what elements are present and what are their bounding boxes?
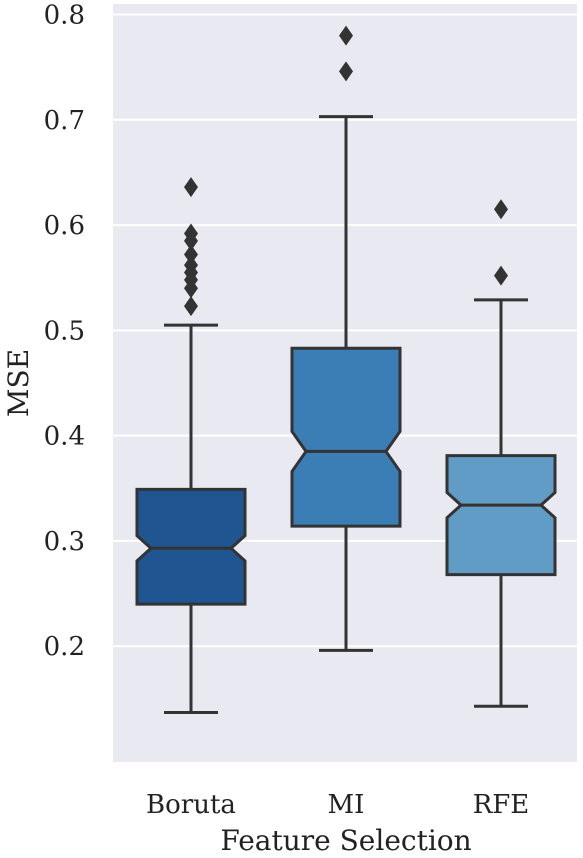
- box-body: [135, 487, 247, 606]
- outlier-point: [339, 25, 353, 46]
- x-axis-title: Feature Selection: [220, 824, 471, 857]
- box-body: [290, 346, 402, 528]
- x-tick-label: Boruta: [146, 790, 236, 820]
- box-group-mi: [290, 25, 402, 652]
- outlier-point: [494, 199, 508, 220]
- y-tick-label: 0.3: [44, 527, 85, 557]
- boxes: [135, 25, 557, 715]
- outlier-point: [339, 61, 353, 82]
- outlier-point: [184, 296, 198, 317]
- outlier-point: [184, 177, 198, 198]
- y-axis-title: MSE: [2, 349, 35, 417]
- y-tick-label: 0.8: [44, 1, 85, 31]
- x-tick-label: MI: [328, 790, 365, 820]
- x-tick-label: RFE: [473, 790, 530, 820]
- y-tick-label: 0.7: [44, 106, 85, 136]
- box-group-rfe: [445, 199, 557, 708]
- y-tick-labels: 0.2 0.3 0.4 0.5 0.6 0.7 0.8: [44, 1, 85, 663]
- box-body: [445, 454, 557, 577]
- y-tick-label: 0.6: [44, 211, 85, 241]
- y-tick-label: 0.4: [44, 422, 85, 452]
- outlier-point: [184, 244, 198, 265]
- outlier-point: [184, 255, 198, 276]
- box-group-boruta: [135, 177, 247, 715]
- x-tick-labels: Boruta MI RFE: [146, 790, 529, 820]
- y-tick-label: 0.2: [44, 632, 85, 662]
- y-tick-label: 0.5: [44, 316, 85, 346]
- outlier-point: [494, 265, 508, 286]
- outlier-point: [184, 223, 198, 244]
